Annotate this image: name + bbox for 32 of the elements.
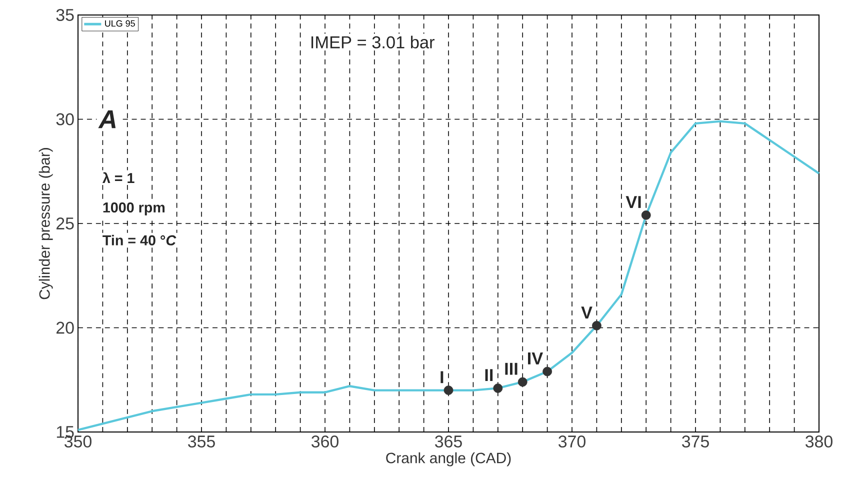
legend-label: ULG 95 — [105, 20, 135, 27]
annotation: IMEP = 3.01 bar — [312, 36, 434, 48]
x-tick-label: 370 — [558, 436, 586, 448]
point — [518, 377, 528, 387]
annotation: VI — [626, 196, 641, 208]
x-tick-label: 365 — [435, 436, 462, 448]
annotation: λ = 1 — [102, 172, 134, 183]
annotation: A — [98, 110, 116, 128]
y-tick-label: 20 — [56, 322, 74, 334]
annotation: I — [440, 371, 444, 384]
annotation: V — [581, 306, 592, 318]
point — [542, 366, 552, 376]
annotation: IV — [528, 352, 543, 364]
y-tick-label: 15 — [56, 426, 74, 438]
x-tick-label: 380 — [806, 436, 832, 448]
point — [592, 320, 602, 330]
annotation: Tin = 40 °C — [102, 234, 176, 246]
annotation: 1000 rpm — [103, 202, 165, 216]
x-tick-label: 355 — [188, 436, 215, 448]
point — [493, 384, 503, 393]
point — [641, 210, 651, 220]
x-tick-label: 375 — [682, 436, 709, 448]
y-tick-label: 25 — [56, 217, 74, 230]
x-tick-label: 360 — [312, 436, 338, 448]
y-tick-label: 30 — [56, 113, 74, 126]
annotation: II — [485, 369, 493, 382]
y-tick-label: 35 — [56, 8, 74, 21]
x-tick-label: 350 — [64, 436, 92, 448]
annotation: III — [505, 362, 518, 375]
point — [444, 386, 454, 395]
y-axis-title: Cylinder pressure (bar) — [38, 148, 53, 300]
x-axis-title: Crank angle (CAD) — [386, 452, 511, 466]
